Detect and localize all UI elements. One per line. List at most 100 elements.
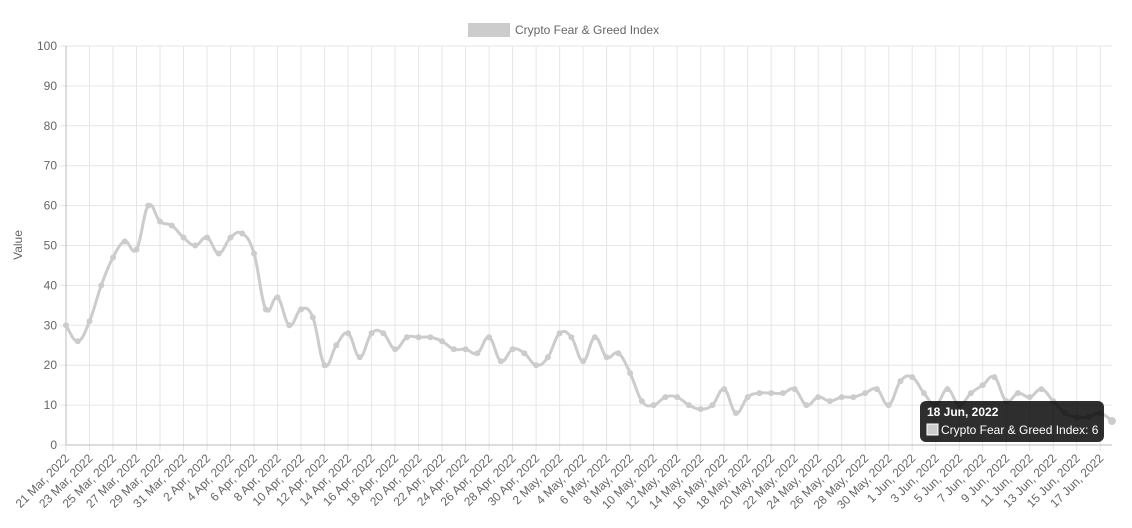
- data-point: [486, 334, 493, 341]
- legend-swatch: [468, 23, 510, 37]
- data-point: [345, 330, 352, 337]
- data-point: [873, 386, 880, 393]
- data-point: [967, 390, 974, 397]
- data-point: [439, 338, 446, 345]
- data-point: [74, 338, 81, 345]
- data-point: [356, 354, 363, 361]
- data-point: [309, 314, 316, 321]
- data-point: [333, 342, 340, 349]
- data-point: [544, 354, 551, 361]
- data-point: [662, 394, 669, 401]
- data-point: [697, 406, 704, 413]
- data-point: [991, 374, 998, 381]
- data-point: [897, 378, 904, 385]
- data-point: [403, 334, 410, 341]
- data-point: [1014, 390, 1021, 397]
- tooltip-title: 18 Jun, 2022: [927, 405, 999, 419]
- data-point: [1038, 386, 1045, 393]
- data-point: [262, 306, 269, 313]
- data-point: [674, 394, 681, 401]
- tooltip-separator: :: [1085, 423, 1092, 437]
- data-point: [815, 394, 822, 401]
- y-tick-label: 100: [37, 39, 57, 53]
- data-point: [145, 202, 152, 209]
- data-point: [580, 358, 587, 365]
- data-point: [192, 242, 199, 249]
- data-point: [768, 390, 775, 397]
- y-tick-label: 30: [44, 318, 58, 332]
- data-point: [86, 318, 93, 325]
- data-point: [862, 390, 869, 397]
- tooltip-body: Crypto Fear & Greed Index: 6: [941, 423, 1099, 437]
- data-point: [251, 250, 258, 257]
- data-point: [979, 382, 986, 389]
- tooltip-series-name: Crypto Fear & Greed Index: [941, 423, 1085, 437]
- tooltip-swatch: [926, 423, 939, 436]
- data-point: [321, 362, 328, 369]
- data-point: [427, 334, 434, 341]
- y-tick-label: 70: [44, 159, 58, 173]
- data-point: [779, 390, 786, 397]
- data-point: [392, 346, 399, 353]
- data-point: [533, 362, 540, 369]
- data-point: [909, 374, 916, 381]
- data-point: [110, 254, 117, 261]
- data-point: [638, 398, 645, 405]
- y-tick-label: 80: [44, 119, 58, 133]
- data-point: [650, 402, 657, 409]
- data-point: [791, 386, 798, 393]
- data-point: [1026, 394, 1033, 401]
- data-point: [474, 350, 481, 357]
- data-point: [944, 386, 951, 393]
- data-point: [450, 346, 457, 353]
- data-point: [239, 230, 246, 237]
- data-point: [368, 330, 375, 337]
- data-point: [721, 386, 728, 393]
- tooltip-value: 6: [1092, 423, 1099, 437]
- y-tick-label: 0: [50, 438, 57, 452]
- data-point: [591, 334, 598, 341]
- tooltip: 18 Jun, 2022 Crypto Fear & Greed Index: 6: [920, 401, 1104, 442]
- data-point: [286, 322, 293, 329]
- y-tick-label: 90: [44, 79, 58, 93]
- y-tick-label: 20: [44, 358, 58, 372]
- y-tick-label: 50: [44, 239, 58, 253]
- data-point: [838, 394, 845, 401]
- data-point: [509, 346, 516, 353]
- legend-label: Crypto Fear & Greed Index: [515, 23, 659, 37]
- data-point: [732, 410, 739, 417]
- data-point: [204, 234, 211, 241]
- data-point: [615, 350, 622, 357]
- data-point: [556, 330, 563, 337]
- data-point: [180, 234, 187, 241]
- series-line: [64, 203, 1113, 423]
- data-point: [497, 358, 504, 365]
- data-point: [756, 390, 763, 397]
- data-point: [568, 334, 575, 341]
- data-point: [826, 398, 833, 405]
- data-point: [627, 370, 634, 377]
- data-point: [603, 354, 610, 361]
- y-axis-label: Value: [11, 230, 25, 260]
- data-point: [157, 218, 164, 225]
- data-point: [168, 222, 175, 229]
- data-point: [885, 402, 892, 409]
- data-point: [709, 402, 716, 409]
- y-tick-label: 60: [44, 199, 58, 213]
- data-point: [380, 330, 387, 337]
- data-point: [98, 282, 105, 289]
- data-point: [274, 294, 281, 301]
- data-point: [685, 402, 692, 409]
- data-point: [415, 334, 422, 341]
- tooltip-box: [920, 401, 1104, 442]
- data-point: [63, 322, 69, 329]
- data-point: [215, 250, 222, 257]
- data-point: [744, 394, 751, 401]
- data-point: [298, 306, 305, 313]
- data-point: [850, 394, 857, 401]
- data-point: [121, 238, 128, 245]
- y-tick-label: 40: [44, 278, 58, 292]
- data-point: [227, 234, 234, 241]
